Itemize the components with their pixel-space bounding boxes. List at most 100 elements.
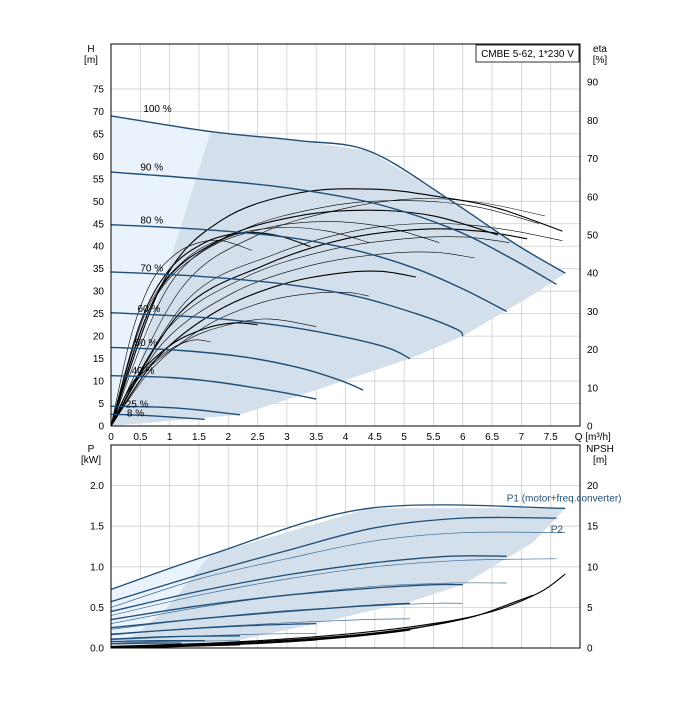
x-axis-label: Q [m³/h] (575, 432, 611, 443)
y-tick-label: 75 (93, 84, 105, 95)
y-right-axis-label: eta [%] (593, 44, 608, 66)
x-tick-label: 4 (343, 432, 349, 443)
npsh-curve (110, 573, 566, 647)
y-right-tick-label: 20 (587, 345, 599, 356)
power-y-tick-label: 1.5 (90, 522, 104, 533)
p2-curve (110, 640, 241, 644)
head-curve-40pct (110, 375, 317, 400)
y-right-tick-label: 90 (587, 78, 599, 89)
speed-label: 50 % (135, 338, 158, 349)
speed-label: 70 % (140, 264, 163, 275)
x-tick-label: 5.5 (426, 432, 440, 443)
y-right-tick-label: 30 (587, 307, 599, 318)
head-curve-50pct (110, 346, 364, 391)
x-tick-label: 1.5 (192, 432, 206, 443)
efficiency-curve (110, 339, 211, 427)
speed-label: 100 % (143, 104, 171, 115)
p2-series-label: P2 (551, 524, 564, 535)
y-tick-label: 30 (93, 287, 105, 298)
y-tick-label: 20 (93, 332, 105, 343)
npsh-y-tick-label: 0 (587, 644, 593, 655)
y-tick-label: 0 (98, 422, 104, 433)
npsh-y-tick-label: 15 (587, 522, 599, 533)
y-axis-label: H [m] (84, 44, 98, 66)
y-tick-label: 60 (93, 152, 105, 163)
x-tick-label: 3.5 (309, 432, 323, 443)
head-curve-60pct (110, 312, 411, 360)
y-right-tick-label: 50 (587, 231, 599, 242)
head-curve-80pct (110, 224, 508, 313)
p2-curve (110, 558, 557, 616)
efficiency-curve (110, 322, 258, 427)
p1-curve (110, 602, 411, 629)
head-curve-100pct (110, 115, 566, 274)
power-y-tick-label: 0.5 (90, 603, 104, 614)
npsh-curve (110, 594, 534, 648)
p1-curve (110, 583, 463, 621)
y-right-tick-label: 0 (587, 422, 593, 433)
y-right-tick-label: 70 (587, 154, 599, 165)
x-tick-label: 0 (108, 432, 114, 443)
y-tick-label: 25 (93, 309, 105, 320)
y-tick-label: 45 (93, 219, 105, 230)
head-curve-90pct (110, 171, 557, 286)
y-tick-label: 65 (93, 129, 105, 140)
p1-curve (110, 642, 182, 645)
speed-label: 40 % (132, 366, 155, 377)
x-tick-label: 4.5 (368, 432, 382, 443)
y-right-tick-label: 80 (587, 116, 599, 127)
head-curve-8pct (110, 413, 205, 420)
p1-curve (110, 622, 317, 635)
y-tick-label: 15 (93, 354, 105, 365)
y-tick-label: 35 (93, 264, 105, 275)
efficiency-curve (110, 231, 311, 427)
x-tick-label: 6.5 (485, 432, 499, 443)
npsh-curve (110, 618, 463, 648)
p2-curve (110, 582, 507, 624)
npsh-y-tick-label: 20 (587, 481, 599, 492)
x-tick-label: 6 (460, 432, 466, 443)
y-tick-label: 55 (93, 174, 105, 185)
x-tick-label: 2.5 (251, 432, 265, 443)
y-tick-label: 10 (93, 377, 105, 388)
y-tick-label: 5 (98, 399, 104, 410)
power-operating-range-area (111, 508, 566, 648)
efficiency-curve (110, 291, 370, 427)
p2-curve (110, 531, 566, 608)
speed-label: 25 % (126, 399, 149, 410)
power-y-tick-label: 2.0 (90, 481, 104, 492)
p1-curve (110, 555, 507, 613)
efficiency-curve (110, 209, 499, 427)
p1-curve (110, 635, 241, 640)
speed-label: 8 % (127, 408, 144, 419)
x-tick-label: 2 (225, 432, 231, 443)
y-tick-label: 50 (93, 197, 105, 208)
p1-curve (110, 516, 557, 603)
x-tick-label: 0.5 (133, 432, 147, 443)
y-right-tick-label: 40 (587, 269, 599, 280)
x-tick-label: 7.5 (544, 432, 558, 443)
power-y-axis-label: P [kW] (81, 444, 101, 466)
head-curve-70pct (110, 271, 464, 337)
head-plot-frame (110, 43, 581, 427)
speed-label: 90 % (140, 163, 163, 174)
efficiency-curve (110, 239, 252, 427)
y-tick-label: 40 (93, 242, 105, 253)
speed-label: 80 % (140, 216, 163, 227)
power-y-tick-label: 0.0 (90, 644, 104, 655)
operating-range-area (111, 115, 566, 427)
head-efficiency-plot: 100 % 90 % 80 % 70 % 60 % 50 % 40 % 25 %8 % 0 0.5… (84, 43, 611, 443)
chart-title: CMBE 5-62, 1*230 V (481, 49, 574, 60)
y-right-tick-label: 60 (587, 192, 599, 203)
speed-label: 60 % (137, 304, 160, 315)
p1-curve (110, 504, 566, 591)
title-box (475, 44, 580, 63)
x-tick-label: 7 (519, 432, 525, 443)
x-tick-label: 3 (284, 432, 290, 443)
y-right-tick-label: 10 (587, 383, 599, 394)
y-tick-label: 70 (93, 107, 105, 118)
npsh-y-axis-label: NPSH [m] (586, 444, 614, 466)
x-tick-label: 1 (167, 432, 173, 443)
